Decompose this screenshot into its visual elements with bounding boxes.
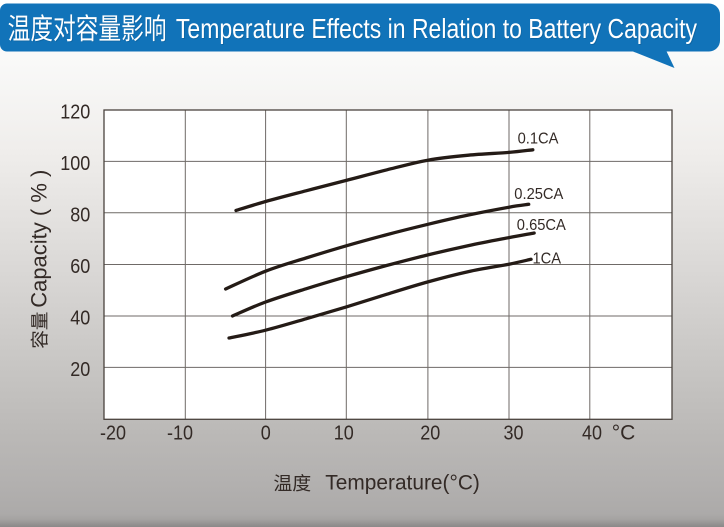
svg-text:30: 30 xyxy=(503,423,523,445)
svg-text:Capacity ( % ): Capacity ( % ) xyxy=(26,170,51,308)
svg-text:0: 0 xyxy=(261,423,271,445)
svg-text:Temperature Effects in Relatio: Temperature Effects in Relation to Batte… xyxy=(177,15,698,46)
svg-text:Temperature(°C): Temperature(°C) xyxy=(325,471,480,494)
svg-text:0.25CA: 0.25CA xyxy=(514,186,564,204)
svg-text:°C: °C xyxy=(612,421,636,444)
svg-text:0.65CA: 0.65CA xyxy=(517,216,567,234)
svg-text:Temperature Effects in Relatio: Temperature Effects in Relation to Batte… xyxy=(176,14,697,45)
svg-text:20: 20 xyxy=(70,359,90,381)
svg-text:40: 40 xyxy=(582,423,602,445)
svg-text:10: 10 xyxy=(334,423,354,445)
svg-text:20: 20 xyxy=(420,423,440,445)
svg-text:-20: -20 xyxy=(100,423,126,445)
svg-text:100: 100 xyxy=(60,153,90,175)
svg-text:80: 80 xyxy=(70,205,90,227)
svg-text:60: 60 xyxy=(70,256,90,278)
svg-text:0.1CA: 0.1CA xyxy=(518,130,560,148)
svg-text:40: 40 xyxy=(70,308,90,330)
svg-text:120: 120 xyxy=(60,102,90,124)
svg-text:1CA: 1CA xyxy=(533,250,562,268)
svg-text:-10: -10 xyxy=(167,423,193,445)
